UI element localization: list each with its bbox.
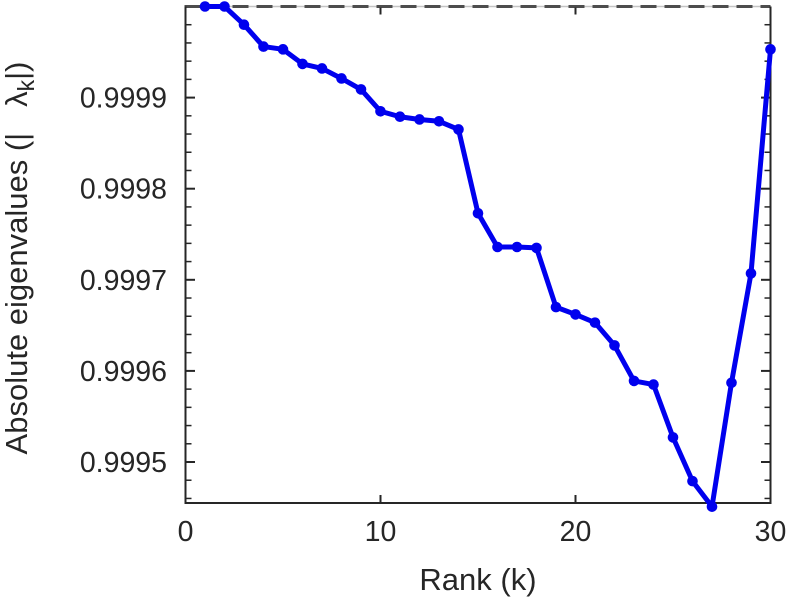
y-tick-label: 0.9999 (80, 83, 167, 115)
data-point (394, 111, 406, 123)
axis-ticks (184, 7, 772, 502)
plot-generated-layers: 0 10 20 30 0.9995 0.9996 0.9997 0.9998 0.9999 (80, 1, 787, 548)
data-point (219, 1, 230, 12)
data-point (258, 41, 269, 52)
data-point (531, 242, 542, 254)
y-tick-label: 0.9996 (80, 356, 167, 388)
data-point (453, 124, 464, 135)
x-tick-label: 0 (178, 516, 194, 548)
data-point (199, 1, 211, 12)
x-tick-label: 10 (365, 516, 397, 548)
y-tick-label: 0.9998 (80, 174, 167, 206)
data-point (375, 105, 386, 117)
data-point (667, 432, 679, 443)
data-point (570, 309, 581, 320)
x-tick-label: 30 (755, 516, 787, 548)
data-point (355, 84, 367, 95)
y-axis-label-subscript: k (13, 79, 39, 91)
y-axis-label: Absolute eigenvalues (| λk|) (0, 62, 39, 455)
data-point (433, 115, 445, 127)
data-point (589, 317, 601, 328)
data-point (609, 340, 620, 351)
data-point (687, 475, 698, 487)
y-axis-label-gap (0, 107, 34, 133)
data-point (277, 44, 289, 55)
data-point (550, 301, 562, 313)
plot-box (184, 6, 772, 504)
eigenvalue-markers (199, 1, 776, 512)
data-point (472, 207, 484, 219)
lambda-symbol: λ (0, 91, 34, 107)
data-point (336, 73, 347, 84)
y-tick-label: 0.9995 (80, 447, 167, 479)
data-point (316, 63, 328, 74)
y-axis-label-suffix: |) (0, 62, 34, 80)
data-point (628, 375, 640, 387)
data-point (706, 501, 718, 512)
data-point (765, 44, 776, 55)
data-point (726, 377, 737, 389)
data-point (511, 241, 523, 253)
data-point (648, 379, 659, 390)
tick-labels: 0 10 20 30 0.9995 0.9996 0.9997 0.9998 0.9999 (80, 83, 787, 548)
data-point (297, 58, 308, 70)
y-axis-label-prefix: Absolute eigenvalues (| (0, 133, 34, 455)
data-point (492, 241, 503, 253)
data-point (238, 19, 250, 31)
data-point (745, 268, 757, 279)
data-point (414, 114, 425, 125)
x-axis-label: Rank (k) (419, 562, 536, 597)
eigenvalue-line (202, 4, 773, 510)
x-tick-label: 20 (560, 516, 592, 548)
y-tick-label: 0.9997 (80, 265, 167, 297)
